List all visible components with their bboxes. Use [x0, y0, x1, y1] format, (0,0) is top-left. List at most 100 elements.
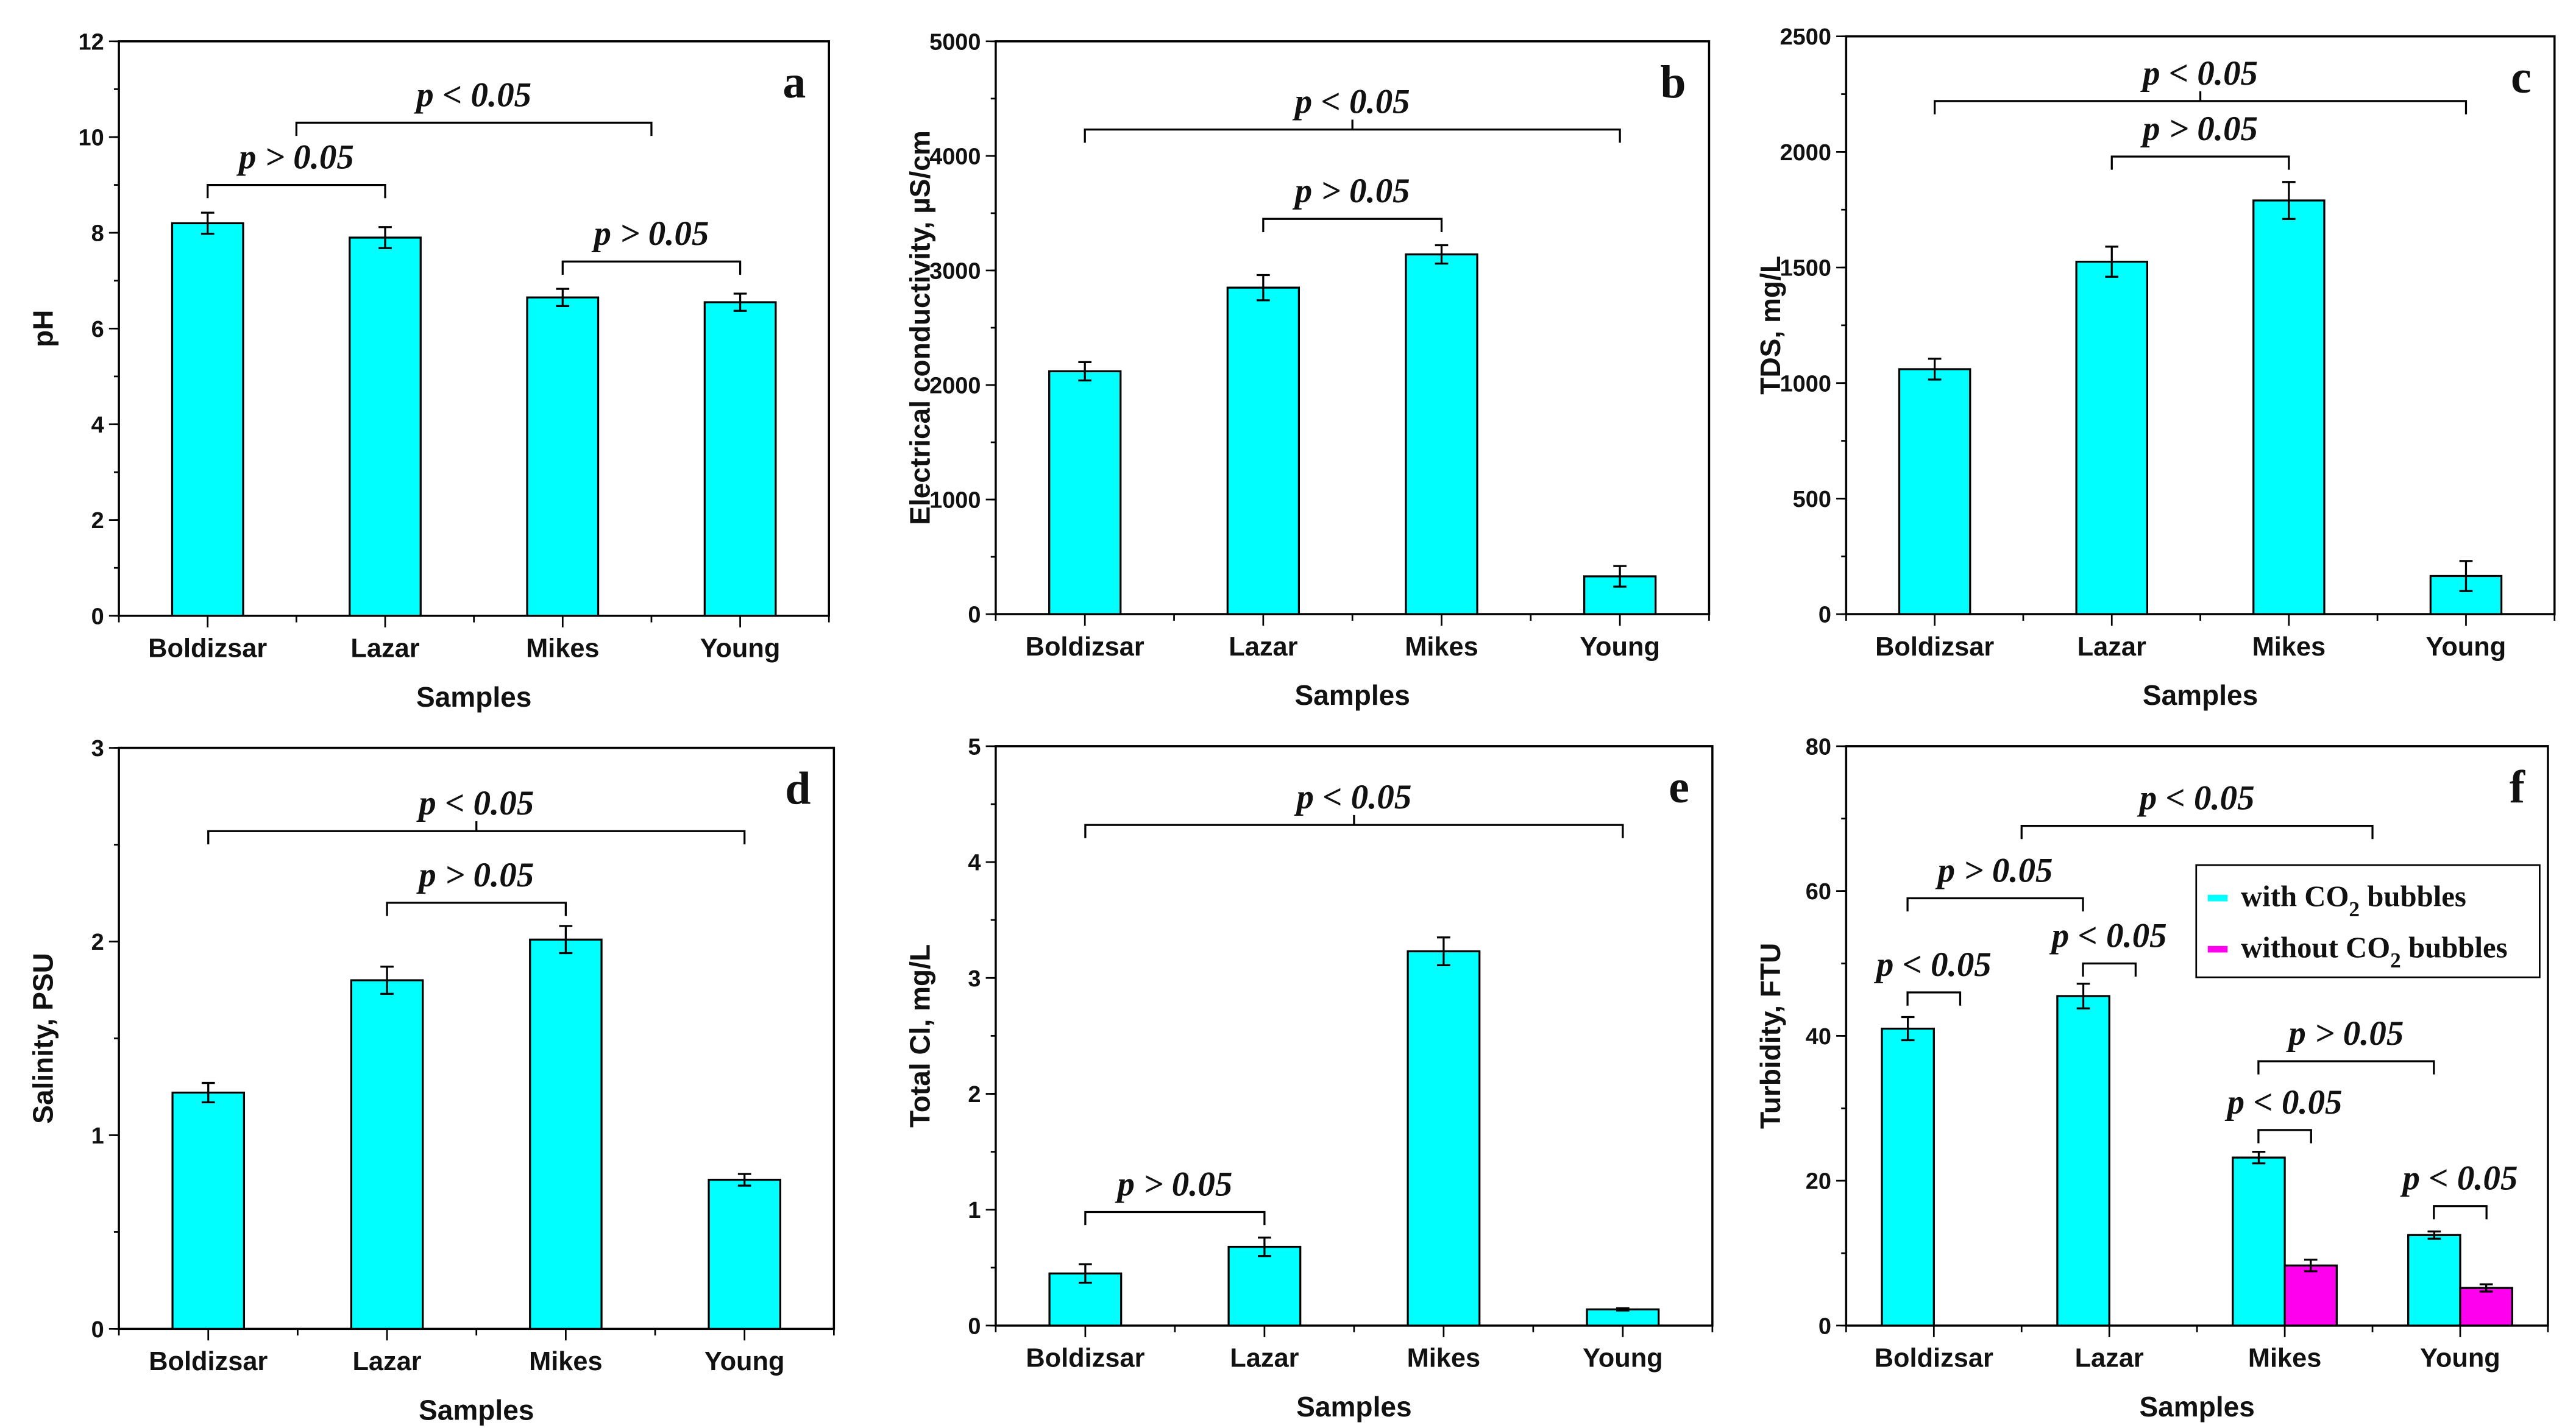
- p-value-label: p > 0.05: [1114, 1165, 1232, 1203]
- p-value-label: p > 0.05: [236, 138, 354, 176]
- x-tick-label: Boldizsar: [148, 634, 267, 663]
- bar-young: [1586, 1308, 1660, 1327]
- y-tick-label: 0: [1818, 603, 1831, 628]
- y-tick-label: 1500: [1780, 256, 1831, 281]
- error-bar: [733, 292, 747, 312]
- x-tick-label: Lazar: [1230, 1344, 1299, 1373]
- error-bar: [1437, 936, 1450, 966]
- significance-bracket: [561, 260, 742, 275]
- y-tick-label: 2: [968, 1082, 981, 1108]
- panel-d: 0 1 2 3 Boldizsar Lazar Mikes Young p < 0.05 p > …: [27, 736, 836, 1426]
- p-value-label: p > 0.05: [2140, 110, 2258, 148]
- panel-b: 0 1000 2000 3000 4000 5000 Boldizsar Lazar Mikes…: [904, 29, 1711, 711]
- error-bar: [2427, 1230, 2441, 1240]
- error-bar: [1928, 358, 1942, 381]
- error-bar: [556, 288, 570, 307]
- p-value-label: p > 0.05: [591, 214, 709, 253]
- x-tick-label: Mikes: [526, 634, 599, 663]
- error-bar: [559, 925, 573, 955]
- x-tick-label: Young: [2426, 632, 2507, 662]
- p-value-label: p < 0.05: [2140, 54, 2258, 93]
- p-value-label: p < 0.05: [1873, 946, 1992, 984]
- significance-bracket: [207, 183, 386, 199]
- significance-bracket: [1084, 815, 1624, 838]
- legend-box: [2195, 864, 2541, 978]
- bar-mikes: [2252, 199, 2326, 615]
- y-tick-label: 2000: [1780, 140, 1831, 166]
- y-axis-label: pH: [27, 310, 59, 347]
- p-value-label: p < 0.05: [416, 784, 534, 822]
- y-tick-label: 60: [1806, 879, 1831, 905]
- error-bar: [1078, 361, 1092, 382]
- y-tick-label: 3: [91, 736, 104, 762]
- bar-lazar: [2056, 995, 2110, 1327]
- panel-letter: c: [2511, 52, 2532, 103]
- p-value-label: p > 0.05: [416, 856, 534, 894]
- significance-bracket: [2433, 1205, 2488, 1220]
- error-bar: [1613, 565, 1627, 588]
- bar-lazar: [1227, 1245, 1302, 1327]
- x-axis-label: Samples: [2143, 679, 2258, 711]
- legend-entry: with CO2 bubbles: [2241, 880, 2466, 921]
- error-bar: [2105, 246, 2119, 278]
- y-tick-label: 1: [968, 1198, 981, 1223]
- bar-lazar: [350, 979, 424, 1330]
- y-tick-label: 4000: [929, 144, 981, 169]
- y-tick-label: 0: [91, 1317, 104, 1343]
- y-tick-label: 0: [1818, 1313, 1831, 1339]
- x-tick-label: Lazar: [2075, 1344, 2144, 1373]
- error-bar: [2304, 1259, 2318, 1273]
- error-bar: [1616, 1307, 1630, 1312]
- error-bar: [1435, 244, 1449, 265]
- bar-mikes: [2232, 1156, 2286, 1327]
- error-bar: [201, 1081, 215, 1103]
- y-tick-label: 2500: [1780, 24, 1831, 50]
- y-tick-label: 5: [968, 734, 981, 760]
- significance-bracket: [2082, 962, 2137, 977]
- bar-lazar: [349, 236, 422, 617]
- y-axis-label: Total Cl, mg/L: [904, 944, 936, 1128]
- x-tick-label: Lazar: [1229, 632, 1297, 662]
- x-tick-label: Young: [1583, 1344, 1663, 1373]
- significance-bracket: [295, 121, 653, 136]
- panel-letter: e: [1669, 762, 1689, 813]
- bar-young-without: [2459, 1287, 2513, 1327]
- error-bar: [200, 211, 215, 235]
- x-tick-label: Young: [1580, 632, 1660, 662]
- bar-mikes: [1407, 950, 1481, 1327]
- bar-young: [2407, 1234, 2461, 1327]
- y-tick-label: 3: [968, 966, 981, 992]
- legend-entry: without CO2 bubbles: [2241, 931, 2508, 972]
- p-value-label: p < 0.05: [2400, 1159, 2518, 1198]
- panel-letter: d: [785, 763, 811, 815]
- significance-bracket: [1906, 897, 2084, 912]
- x-tick-label: Mikes: [1407, 1344, 1480, 1373]
- x-tick-label: Boldizsar: [149, 1347, 268, 1376]
- x-axis-label: Samples: [2139, 1391, 2254, 1423]
- y-tick-label: 2: [91, 930, 104, 955]
- error-bar: [1079, 1263, 1092, 1284]
- significance-bracket: [1262, 217, 1443, 232]
- panel-letter: a: [782, 57, 806, 108]
- y-tick-label: 500: [1793, 487, 1831, 512]
- bar-boldizsar: [1048, 370, 1122, 615]
- panel-a: 0 2 4 6 8 10 12 Boldizsar Lazar Mikes Young p > 0.0…: [27, 29, 830, 713]
- significance-bracket: [1084, 119, 1621, 143]
- x-tick-label: Lazar: [350, 634, 419, 663]
- y-tick-label: 2000: [929, 373, 981, 399]
- x-tick-label: Boldizsar: [1875, 632, 1994, 662]
- panel-f: 0 20 40 60 80 Boldizsar Lazar Mikes Young p < 0.0…: [1755, 734, 2549, 1423]
- significance-bracket: [1084, 1211, 1266, 1226]
- y-tick-label: 5000: [929, 29, 981, 55]
- significance-bracket: [207, 821, 746, 844]
- bar-mikes-without: [2283, 1264, 2338, 1327]
- y-tick-label: 8: [91, 221, 104, 247]
- y-tick-label: 80: [1806, 734, 1831, 760]
- legend: with CO2 bubbles without CO2 bubbles: [2195, 864, 2541, 978]
- panel-c: 0 500 1000 1500 2000 2500 Boldizsar Lazar Mikes Y…: [1755, 24, 2556, 711]
- y-tick-label: 1000: [1780, 371, 1831, 397]
- error-bar: [1258, 1236, 1271, 1257]
- y-axis-label: TDS, mg/L: [1755, 256, 1786, 395]
- x-tick-label: Mikes: [1405, 632, 1478, 662]
- y-axis-label: Salinity, PSU: [27, 953, 59, 1124]
